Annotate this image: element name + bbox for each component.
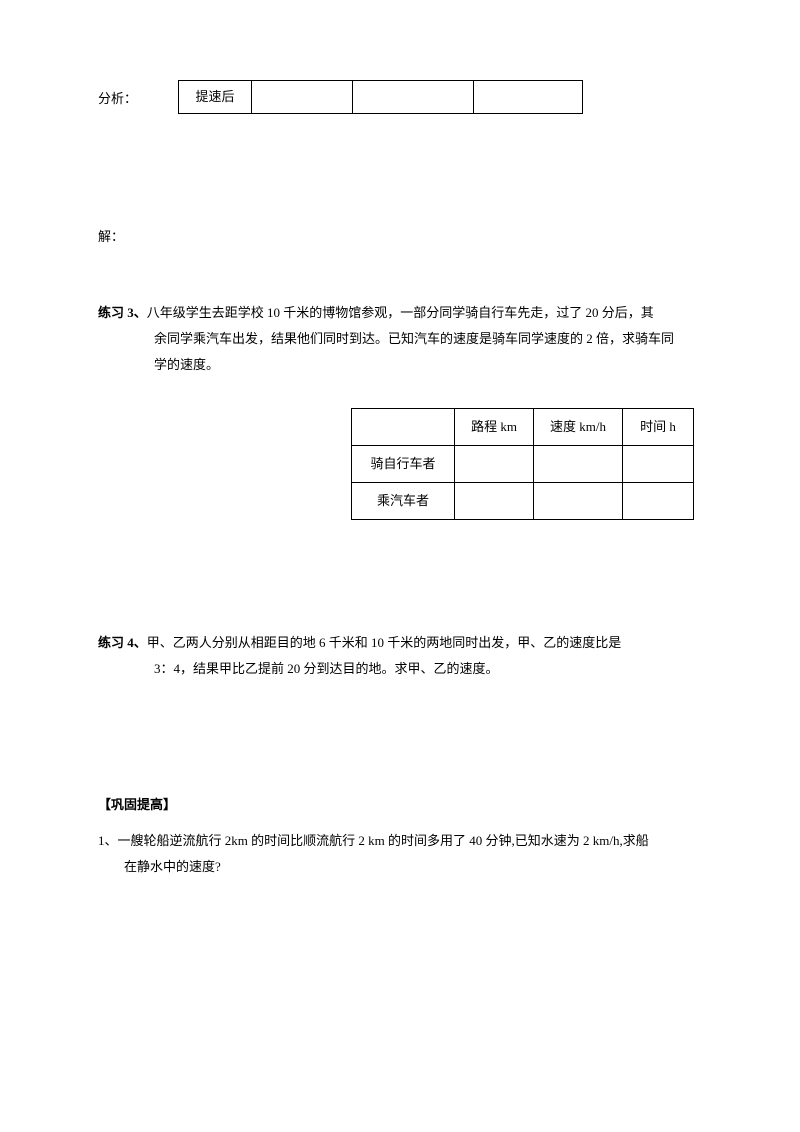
analysis-cell: [353, 81, 474, 114]
practice-4: 练习 4、甲、乙两人分别从相距目的地 6 千米和 10 千米的两地同时出发，甲、…: [98, 630, 702, 682]
practice3-line1: 八年级学生去距学校 10 千米的博物馆参观，一部分同学骑自行车先走，过了 20 …: [147, 305, 654, 320]
table-head-speed: 速度 km/h: [534, 409, 623, 446]
table-cell: [455, 483, 534, 520]
consolidate-header: 【巩固提高】: [98, 792, 702, 818]
table-cell: [455, 446, 534, 483]
analysis-row-label: 提速后: [179, 81, 252, 114]
table-cell: [623, 483, 694, 520]
practice-3: 练习 3、八年级学生去距学校 10 千米的博物馆参观，一部分同学骑自行车先走，过…: [98, 300, 702, 378]
table-cell: [623, 446, 694, 483]
analysis-cell: [474, 81, 583, 114]
table-head-time: 时间 h: [623, 409, 694, 446]
table-row1-label: 骑自行车者: [352, 446, 455, 483]
practice3-table: 路程 km 速度 km/h 时间 h 骑自行车者 乘汽车者: [351, 408, 694, 520]
q1-line2: 在静水中的速度?: [98, 854, 702, 880]
analysis-cell: [252, 81, 353, 114]
practice4-label: 练习 4、: [98, 635, 147, 650]
table-head-blank: [352, 409, 455, 446]
practice3-line2: 余同学乘汽车出发，结果他们同时到达。已知汽车的速度是骑车同学速度的 2 倍，求骑…: [98, 326, 702, 352]
q1-line1: 1、一艘轮船逆流航行 2km 的时间比顺流航行 2 km 的时间多用了 40 分…: [98, 828, 702, 854]
practice3-line3: 学的速度。: [98, 352, 702, 378]
table-head-distance: 路程 km: [455, 409, 534, 446]
table-cell: [534, 483, 623, 520]
practice3-label: 练习 3、: [98, 305, 147, 320]
practice4-line1: 甲、乙两人分别从相距目的地 6 千米和 10 千米的两地同时出发，甲、乙的速度比…: [147, 635, 622, 650]
consolidate-q1: 1、一艘轮船逆流航行 2km 的时间比顺流航行 2 km 的时间多用了 40 分…: [98, 828, 702, 880]
practice4-line2: 3：4，结果甲比乙提前 20 分到达目的地。求甲、乙的速度。: [98, 656, 702, 682]
analysis-table: 提速后: [178, 80, 583, 114]
analysis-label: 分析：: [98, 80, 178, 112]
table-cell: [534, 446, 623, 483]
table-row2-label: 乘汽车者: [352, 483, 455, 520]
solve-label: 解：: [98, 224, 702, 250]
